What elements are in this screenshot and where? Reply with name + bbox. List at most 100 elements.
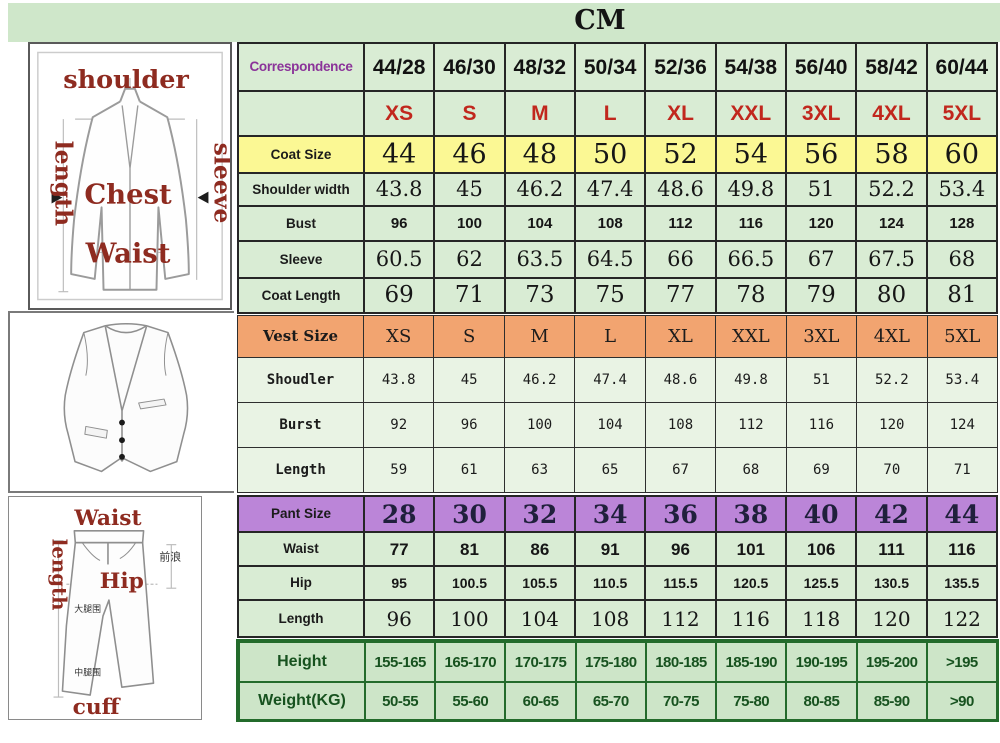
table-cell: 38 (716, 497, 787, 533)
table-cell: 75 (576, 279, 647, 314)
vest-buttons (119, 419, 125, 460)
table-cell: 36 (646, 497, 717, 533)
pants-front-rise-label: 前浪 (159, 549, 181, 563)
table-cell: 67 (787, 242, 858, 279)
table-cell: 59 (364, 448, 435, 493)
jacket-waist-label: Waist (85, 237, 171, 269)
table-cell: 47.4 (576, 174, 647, 207)
table-cell: 45 (435, 174, 506, 207)
table-cell: 3XL (787, 92, 858, 137)
table-cell: 124 (927, 403, 998, 448)
table-cell: 108 (576, 207, 647, 242)
row-label: Length (238, 448, 364, 493)
table-cell: 115.5 (646, 567, 717, 601)
table-cell: 68 (927, 242, 998, 279)
table-cell: 112 (716, 403, 787, 448)
table-cell: 44 (927, 497, 998, 533)
table-cell: 77 (365, 533, 436, 567)
table-cell: 185-190 (717, 643, 788, 683)
table-cell: XL (645, 316, 717, 358)
table-cell: 50/34 (576, 44, 647, 92)
row-shoulder-width: Shoulder width 43.8 45 46.2 47.4 48.6 49.8 51 5… (239, 174, 998, 207)
vest-diagram (8, 311, 234, 493)
table-cell: 48 (505, 137, 576, 174)
table-cell: 125.5 (787, 567, 858, 601)
table-cell: 49.8 (716, 358, 787, 403)
row-label: Waist (239, 533, 365, 567)
body-size-table: Height 155-165 165-170 170-175 175-180 180-1… (236, 639, 999, 722)
table-cell: S (434, 316, 505, 358)
table-cell: 49.8 (716, 174, 787, 207)
table-cell: 64.5 (576, 242, 647, 279)
table-cell: 101 (716, 533, 787, 567)
table-cell: 52 (646, 137, 717, 174)
table-cell: 81 (927, 279, 998, 314)
row-label (239, 92, 365, 137)
table-cell: 190-195 (787, 643, 858, 683)
row-label: Coat Length (239, 279, 365, 314)
table-cell: 52/36 (646, 44, 717, 92)
table-cell: 106 (787, 533, 858, 567)
table-cell: 165-170 (436, 643, 507, 683)
table-cell: L (575, 316, 646, 358)
table-cell: 175-180 (576, 643, 647, 683)
table-cell: 54 (716, 137, 787, 174)
pants-midleg-label: 中腿围 (74, 666, 101, 678)
table-cell: 52.2 (857, 358, 928, 403)
row-vest-shoulder: Shoudler 43.8 45 46.2 47.4 48.6 49.8 51 52.2 53.… (238, 358, 998, 403)
pant-size-table: Pant Size 28 30 32 34 36 38 40 42 44 Waist 77 81 8… (237, 495, 998, 638)
table-cell: 122 (927, 601, 998, 638)
table-cell: 195-200 (857, 643, 928, 683)
table-cell: 54/38 (716, 44, 787, 92)
table-cell: 116 (716, 601, 787, 638)
table-cell: 70-75 (646, 683, 718, 721)
row-vest-length: Length 59 61 63 65 67 68 69 70 71 (238, 448, 998, 493)
table-cell: 46.2 (504, 358, 576, 403)
row-label: Sleeve (239, 242, 365, 279)
table-cell: 47.4 (575, 358, 646, 403)
table-cell: 170-175 (506, 643, 577, 683)
vest-size-table: Vest Size XS S M L XL XXL 3XL 4XL 5XL Shoudler 4… (237, 315, 998, 493)
table-cell: 67.5 (857, 242, 928, 279)
table-cell: 56/40 (787, 44, 858, 92)
table-cell: 46.2 (505, 174, 576, 207)
row-label: Pant Size (239, 497, 365, 533)
table-cell: M (504, 316, 576, 358)
row-pant-length: Length 96 100 104 108 112 116 118 120 122 (239, 601, 998, 638)
row-label: Burst (238, 403, 364, 448)
table-cell: XXL (716, 316, 787, 358)
row-label: Coat Size (239, 137, 365, 174)
table-cell: 71 (927, 448, 998, 493)
jacket-diagram: shoulder length sleeve Chest Waist (28, 42, 232, 310)
table-cell: 69 (786, 448, 858, 493)
table-cell: 100 (435, 207, 506, 242)
table-cell: 32 (505, 497, 576, 533)
table-cell: 78 (716, 279, 787, 314)
table-cell: 67 (645, 448, 717, 493)
table-cell: 110.5 (576, 567, 647, 601)
table-cell: 66 (646, 242, 717, 279)
table-cell: 100 (504, 403, 576, 448)
table-cell: 96 (365, 207, 436, 242)
table-cell: 55-60 (436, 683, 507, 721)
pants-waist-label: Waist (73, 506, 141, 531)
table-cell: 63 (504, 448, 576, 493)
table-cell: L (576, 92, 647, 137)
table-cell: 71 (435, 279, 506, 314)
coat-size-table: Correspondence 44/28 46/30 48/32 50/34 52/36… (237, 42, 998, 314)
table-cell: 128 (927, 207, 998, 242)
left-arrow-mark (51, 191, 63, 204)
table-cell: 112 (646, 601, 717, 638)
table-cell: 124 (857, 207, 928, 242)
table-cell: 53.4 (927, 358, 998, 403)
table-cell: 70 (857, 448, 928, 493)
table-cell: 51 (787, 174, 858, 207)
table-cell: 44 (365, 137, 436, 174)
row-sleeve: Sleeve 60.5 62 63.5 64.5 66 66.5 67 67.5 68 (239, 242, 998, 279)
row-pant-hip: Hip 95 100.5 105.5 110.5 115.5 120.5 125.5 130.… (239, 567, 998, 601)
row-pant-waist: Waist 77 81 86 91 96 101 106 111 116 (239, 533, 998, 567)
jacket-chest-label: Chest (84, 178, 172, 210)
table-cell: 100 (435, 601, 506, 638)
table-cell: 120 (857, 601, 928, 638)
row-label: Shoudler (238, 358, 364, 403)
